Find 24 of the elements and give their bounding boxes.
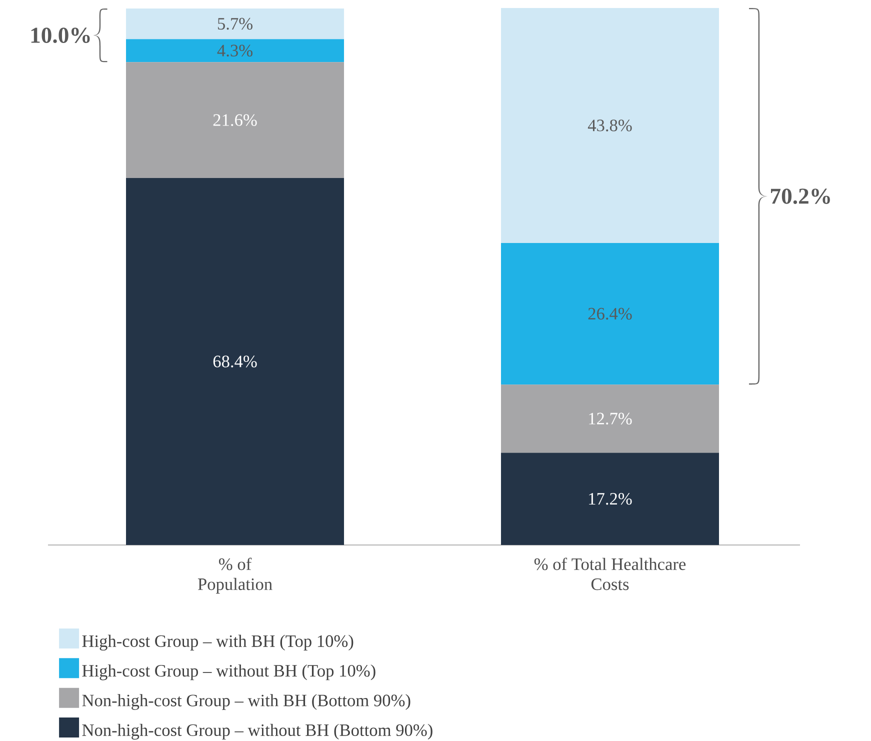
legend-label: High-cost Group – without BH (Top 10%): [82, 664, 376, 680]
data-label: 5.7%: [218, 18, 252, 30]
data-label: 43.8%: [588, 120, 632, 132]
bar: [500, 242, 719, 385]
x-tick-label: % of Population: [198, 558, 272, 594]
bar: [126, 8, 344, 40]
legend-label: Non-high-cost Group – with BH (Bottom 90%): [82, 694, 410, 710]
data-label: 21.6%: [213, 114, 257, 126]
bar: [126, 39, 344, 62]
bar: [500, 384, 719, 453]
bar: [500, 452, 719, 545]
x-tick-label: % of Total Healthcare Costs: [534, 558, 686, 590]
legend-label: Non-high-cost Group – without BH (Bottom 90%): [82, 724, 432, 740]
bar: [126, 178, 344, 545]
data-label: 12.7%: [589, 412, 632, 425]
legend-label: High-cost Group – with BH (Top 10%): [82, 634, 354, 651]
annotation: 70.2%: [771, 188, 830, 204]
bar: [126, 62, 344, 178]
annotation: 10.0%: [31, 28, 90, 44]
bar: [500, 8, 719, 243]
data-label: 4.3%: [217, 44, 252, 57]
data-label: 68.4%: [213, 356, 257, 368]
data-label: 17.2%: [589, 492, 632, 505]
data-label: 26.4%: [588, 308, 632, 320]
